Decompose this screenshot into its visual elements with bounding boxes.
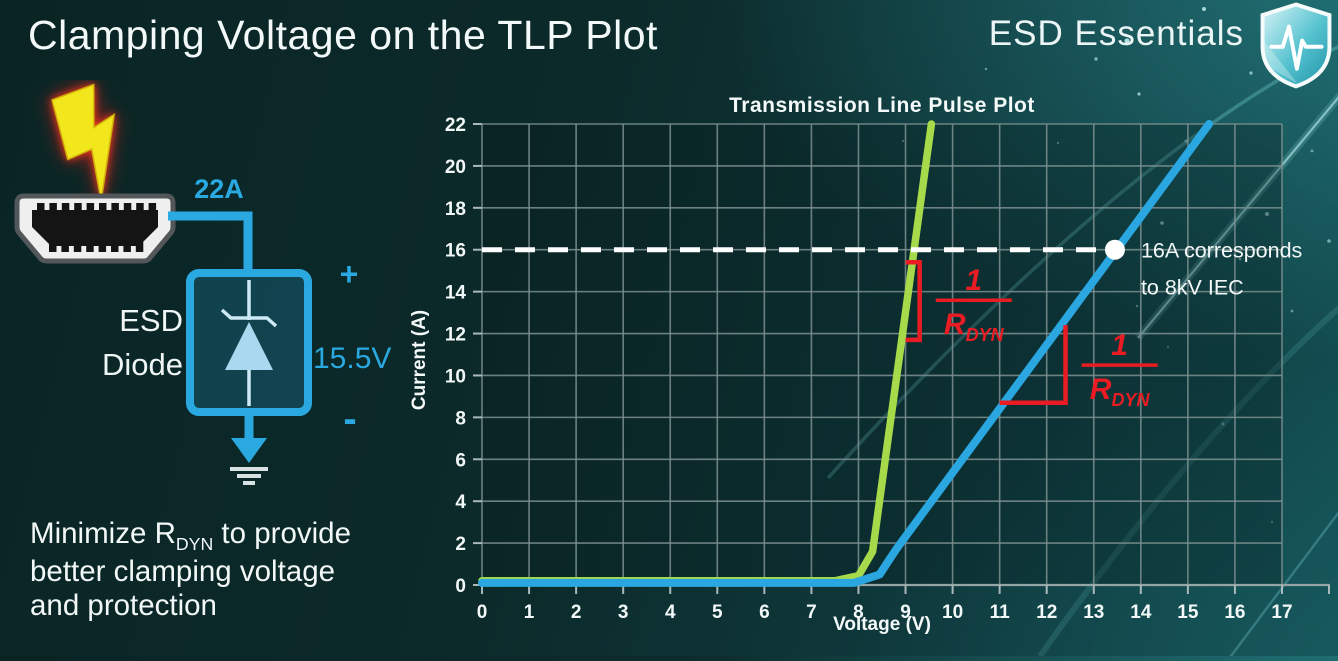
minus-label: - xyxy=(343,397,356,441)
x-tick-label: 17 xyxy=(1271,602,1292,623)
x-tick-label: 15 xyxy=(1177,602,1199,623)
light-ray xyxy=(1229,511,1338,656)
x-tick-label: 10 xyxy=(942,602,963,623)
marker-label-line: 16A corresponds xyxy=(1141,239,1302,263)
x-tick-label: 3 xyxy=(618,602,629,623)
rdyn-subscript: DYN xyxy=(175,533,214,554)
hdmi-pin xyxy=(135,242,144,252)
y-tick-label: 2 xyxy=(455,534,466,555)
plot-svg: 0 1 2 3 4 5 6 7 8 9 10 11 12 13 14 15 16 1702468101214161… xyxy=(409,94,1330,635)
note-line2: better clamping voltage xyxy=(30,554,336,588)
y-tick-label: 6 xyxy=(455,450,466,471)
y-tick-label: 16 xyxy=(445,241,466,262)
hdmi-pin xyxy=(61,203,70,213)
x-axis-label: Voltage (V) xyxy=(833,614,931,635)
light-ray xyxy=(1137,96,1338,339)
x-tick-label: 0 xyxy=(477,602,488,623)
x-tick-label: 6 xyxy=(759,602,770,623)
x-tick-label: 14 xyxy=(1130,602,1152,623)
hdmi-pin xyxy=(136,203,144,213)
x-tick-label: 8 xyxy=(853,602,864,623)
rdyn-fraction-numerator: 1 xyxy=(965,264,982,297)
y-tick-label: 8 xyxy=(455,408,466,429)
marker-label-line: to 8kV IEC xyxy=(1141,276,1244,300)
note-line3: and protection xyxy=(30,589,217,623)
x-tick-label: 1 xyxy=(524,602,535,623)
y-tick-label: 20 xyxy=(445,157,466,178)
sparkle-dots xyxy=(901,7,1331,524)
tlp-chart: 0 1 2 3 4 5 6 7 8 9 10 11 12 13 14 15 16 17 0 2 4 6 8 10 12 14 16 1… xyxy=(400,90,1338,656)
brand-name: ESD Essentials xyxy=(988,14,1244,53)
surge-current-label: 22A xyxy=(194,174,244,204)
hdmi-pin xyxy=(73,242,82,252)
y-tick-label: 10 xyxy=(445,366,466,387)
ground-icon xyxy=(230,412,268,485)
hdmi-pin xyxy=(86,242,94,252)
hdmi-pin xyxy=(111,242,119,252)
x-tick-label: 12 xyxy=(1036,602,1057,623)
note-text: Minimize RDYN to provide better clamping… xyxy=(30,517,351,624)
plus-label: + xyxy=(340,256,359,292)
hdmi-pin xyxy=(49,203,57,213)
slope-indicator-1 xyxy=(999,325,1068,405)
hdmi-pin xyxy=(86,203,95,213)
x-tick-label: 4 xyxy=(665,602,676,623)
rdyn-fraction-numerator: 1 xyxy=(1111,329,1128,362)
hdmi-pin xyxy=(98,242,107,252)
x-tick-label: 5 xyxy=(712,602,723,623)
hdmi-pin xyxy=(49,242,57,252)
note-line1: Minimize RDYN to provide xyxy=(30,517,351,554)
device-label-line1: ESD xyxy=(119,303,183,338)
x-tick-label: 7 xyxy=(806,602,817,623)
series-line-1 xyxy=(478,120,1214,587)
clamp-voltage-label: 15.5V xyxy=(313,342,391,375)
rdyn-fraction-denominator: RDYN xyxy=(944,308,1005,345)
rdyn-fraction-denominator: RDYN xyxy=(1090,373,1151,410)
y-tick-label: 18 xyxy=(445,199,466,220)
x-tick-label: 2 xyxy=(571,602,582,623)
hdmi-pin xyxy=(123,242,131,252)
hdmi-pin xyxy=(123,203,132,213)
x-tick-label: 13 xyxy=(1083,602,1104,623)
pulse-line-icon xyxy=(1269,24,1324,71)
marker-dot xyxy=(1104,239,1125,260)
y-axis-label: Current (A) xyxy=(409,310,430,410)
lightning-icon xyxy=(51,83,116,201)
hdmi-pin xyxy=(111,203,119,213)
shield-pulse-icon xyxy=(1260,2,1332,89)
device-label-line2: Diode xyxy=(102,347,183,382)
x-tick-label: 9 xyxy=(900,602,911,623)
swoosh-line xyxy=(1037,304,1338,656)
hdmi-pin xyxy=(148,203,157,213)
esd-circuit-diagram: 22A ESD Diode + 15.5V - xyxy=(14,83,391,485)
y-tick-label: 22 xyxy=(445,115,466,136)
y-tick-label: 12 xyxy=(445,325,466,346)
y-tick-label: 0 xyxy=(455,576,466,597)
page-title: Clamping Voltage on the TLP Plot xyxy=(28,12,658,58)
hdmi-pin xyxy=(37,203,45,213)
hdmi-pin xyxy=(99,203,107,213)
hdmi-pin xyxy=(74,203,82,213)
shield-outline xyxy=(1260,2,1332,89)
zener-diode-icon xyxy=(220,280,278,406)
y-tick-label: 4 xyxy=(455,492,466,513)
hdmi-connector-icon xyxy=(14,193,176,264)
y-tick-label: 14 xyxy=(445,283,467,304)
x-tick-label: 16 xyxy=(1224,602,1245,623)
hdmi-pin xyxy=(61,242,69,252)
x-tick-label: 11 xyxy=(990,602,1011,623)
slope-indicator-0 xyxy=(905,260,922,343)
wire xyxy=(168,211,253,275)
chart-title: Transmission Line Pulse Plot xyxy=(729,94,1035,117)
